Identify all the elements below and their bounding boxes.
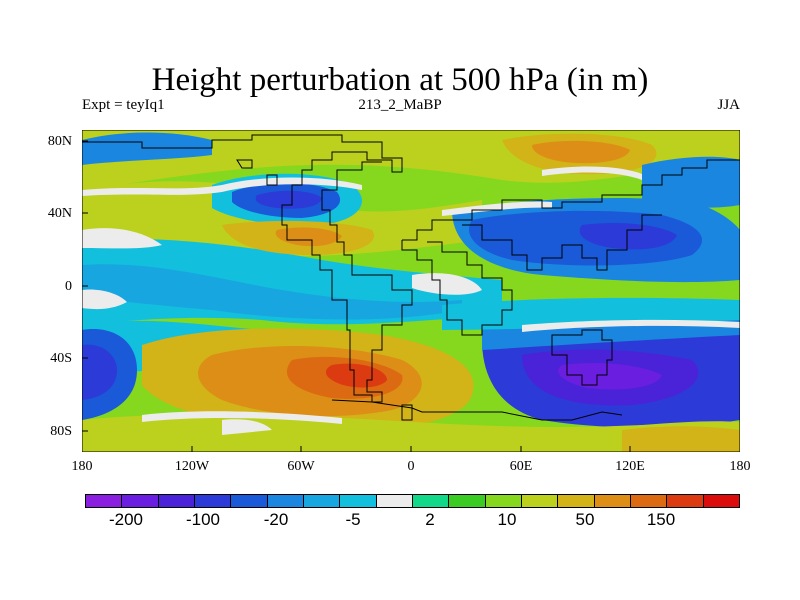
- colorbar-label: 2: [425, 510, 435, 529]
- colorbar-swatch: [122, 495, 159, 507]
- x-tick-label: 60W: [287, 459, 315, 474]
- plot-title: Height perturbation at 500 hPa (in m): [151, 62, 649, 98]
- colorbar-swatch: [558, 495, 595, 507]
- colorbar-label: -20: [263, 510, 289, 529]
- colorbar-swatch: [485, 495, 522, 507]
- x-tick-label: 120W: [174, 459, 210, 474]
- colorbar-swatch: [267, 495, 304, 507]
- experiment-label: Expt = teyIq1: [82, 97, 165, 113]
- colorbar-label: -200: [108, 510, 144, 529]
- colorbar-label: 150: [646, 510, 676, 529]
- y-tick-label: 0: [65, 279, 72, 294]
- colorbar-label: -100: [185, 510, 221, 529]
- x-tick-label: 180: [729, 459, 751, 474]
- colorbar-label: 10: [497, 510, 517, 529]
- colorbar-swatch: [521, 495, 559, 507]
- colorbar-swatch: [449, 495, 486, 507]
- colorbar-swatch: [630, 495, 668, 507]
- axis-ticks: [82, 140, 631, 452]
- contour-fill: [82, 130, 740, 452]
- coastlines: [82, 134, 740, 421]
- y-tick-label: 80N: [47, 134, 72, 149]
- contour-map: [82, 130, 740, 452]
- run-label: 213_2_MaBP: [358, 97, 442, 113]
- x-tick-label: 120E: [615, 459, 645, 474]
- x-tick-label: 180: [71, 459, 93, 474]
- colorbar: [85, 494, 740, 508]
- colorbar-swatch: [703, 495, 739, 507]
- colorbar-swatch: [340, 495, 377, 507]
- colorbar-swatch: [412, 495, 450, 507]
- colorbar-label: -5: [345, 510, 361, 529]
- colorbar-swatch: [376, 495, 413, 507]
- x-tick-label: 60E: [509, 459, 533, 474]
- y-tick-label: 40N: [47, 206, 72, 221]
- colorbar-swatch: [231, 495, 268, 507]
- colorbar-swatch: [158, 495, 195, 507]
- x-tick-label: 0: [407, 459, 415, 474]
- y-tick-label: 40S: [50, 351, 72, 366]
- colorbar-swatch: [594, 495, 631, 507]
- y-tick-label: 80S: [50, 424, 72, 439]
- colorbar-label: 50: [575, 510, 595, 529]
- colorbar-swatch: [86, 495, 123, 507]
- colorbar-swatch: [303, 495, 341, 507]
- colorbar-swatch: [194, 495, 232, 507]
- colorbar-swatch: [667, 495, 704, 507]
- season-label: JJA: [717, 97, 740, 113]
